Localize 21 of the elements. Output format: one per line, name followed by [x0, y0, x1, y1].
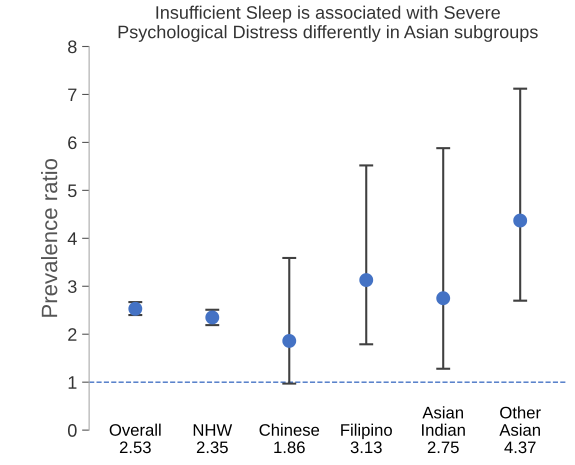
- y-tick-label: 4: [68, 232, 77, 245]
- x-tick-label: Asian Indian 2.75: [422, 406, 465, 454]
- point: [282, 334, 296, 348]
- y-tick-label: 6: [68, 136, 77, 150]
- point: [359, 273, 374, 287]
- y-tick-label: 7: [68, 88, 76, 101]
- chart-title: Insufficient Sleep is associated with Severe Psychological Distress differently in Asian subgroups: [118, 6, 538, 42]
- point: [513, 214, 528, 228]
- y-tick-label: 0: [68, 424, 77, 437]
- y-tick-label: 8: [68, 40, 77, 54]
- x-tick-label: Filipino 3.13: [341, 424, 392, 454]
- point: [436, 291, 450, 306]
- x-tick-label: Other Asian 4.37: [499, 406, 541, 454]
- y-tick-label: 1: [68, 376, 76, 389]
- y-axis-title: Prevalence ratio: [41, 158, 58, 317]
- x-tick-label: Overall 2.53: [110, 424, 161, 454]
- y-tick-label: 5: [68, 184, 77, 198]
- y-tick-label: 2: [68, 328, 76, 341]
- x-tick-label: Chinese 1.86: [260, 424, 320, 454]
- x-tick-label: NHW 2.35: [194, 424, 232, 454]
- y-tick-label: 3: [68, 280, 77, 293]
